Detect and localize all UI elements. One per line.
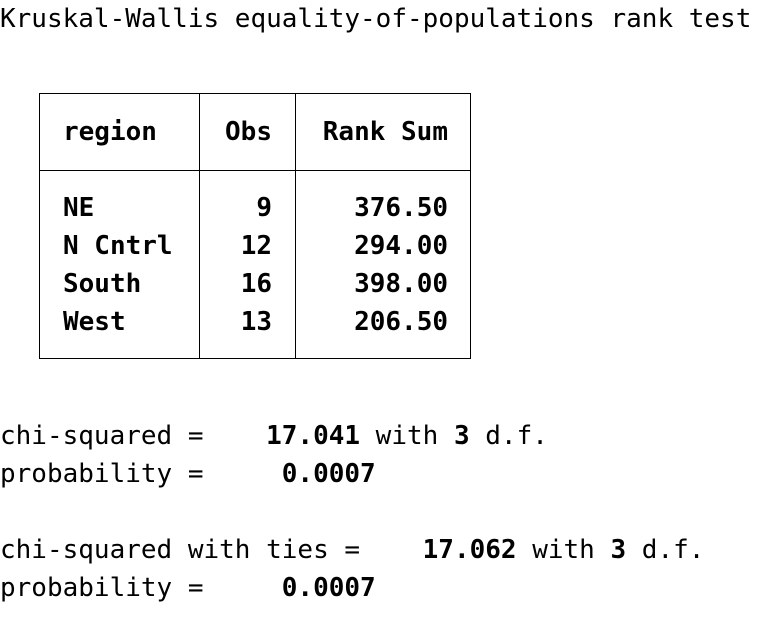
row-rank-sum: 376.50 xyxy=(354,193,448,223)
chi-squared-df: 3 xyxy=(453,421,470,451)
row-rank-sum: 294.00 xyxy=(354,231,448,261)
chi-squared-label: chi-squared = xyxy=(0,421,267,451)
probability-ties-value: 0.0007 xyxy=(281,573,376,603)
table-column-divider xyxy=(295,94,296,358)
header-rank-sum: Rank Sum xyxy=(322,117,448,147)
chi-squared-ties-value: 17.062 xyxy=(422,535,517,565)
output-title: Kruskal-Wallis equality-of-populations r… xyxy=(0,4,752,34)
table-header-divider xyxy=(40,170,470,171)
chi-squared-ties-df-suffix: d.f. xyxy=(626,535,705,565)
row-rank-sum: 206.50 xyxy=(354,307,448,337)
row-region: N Cntrl xyxy=(63,231,173,261)
row-region: West xyxy=(63,307,126,337)
row-rank-sum: 398.00 xyxy=(354,269,448,299)
row-obs: 12 xyxy=(240,231,272,261)
row-region: South xyxy=(63,269,142,299)
chi-squared-df-suffix: d.f. xyxy=(469,421,548,451)
probability-ties-label: probability = xyxy=(0,573,282,603)
chi-squared-ties-df: 3 xyxy=(610,535,627,565)
row-obs: 16 xyxy=(240,269,272,299)
probability-value: 0.0007 xyxy=(281,459,376,489)
chi-squared-line: chi-squared = 17.041 with 3 d.f. xyxy=(0,417,548,455)
chi-squared-value: 17.041 xyxy=(266,421,361,451)
header-obs: Obs xyxy=(225,117,272,147)
rank-sum-table: region Obs Rank Sum NE 9 376.50 N Cntrl … xyxy=(39,93,471,359)
probability-ties-line: probability = 0.0007 xyxy=(0,569,376,607)
chi-squared-with: with xyxy=(360,421,454,451)
row-obs: 9 xyxy=(256,193,272,223)
row-region: NE xyxy=(63,193,95,223)
chi-squared-ties-label: chi-squared with ties = xyxy=(0,535,423,565)
chi-squared-ties-line: chi-squared with ties = 17.062 with 3 d.… xyxy=(0,531,704,569)
chi-squared-ties-with: with xyxy=(516,535,611,565)
header-region: region xyxy=(63,117,157,147)
probability-line: probability = 0.0007 xyxy=(0,455,376,493)
table-column-divider xyxy=(199,94,200,358)
probability-label: probability = xyxy=(0,459,282,489)
row-obs: 13 xyxy=(240,307,272,337)
